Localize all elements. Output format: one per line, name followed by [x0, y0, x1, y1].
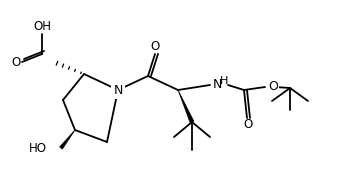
- Text: O: O: [268, 81, 278, 93]
- Text: N: N: [213, 79, 222, 91]
- Text: O: O: [150, 40, 160, 52]
- Text: HO: HO: [29, 141, 47, 155]
- Polygon shape: [178, 90, 194, 123]
- Text: O: O: [11, 56, 21, 68]
- Text: N: N: [113, 84, 123, 96]
- Polygon shape: [59, 130, 75, 149]
- Text: H: H: [220, 76, 228, 86]
- Text: O: O: [243, 118, 252, 132]
- Text: OH: OH: [33, 20, 51, 33]
